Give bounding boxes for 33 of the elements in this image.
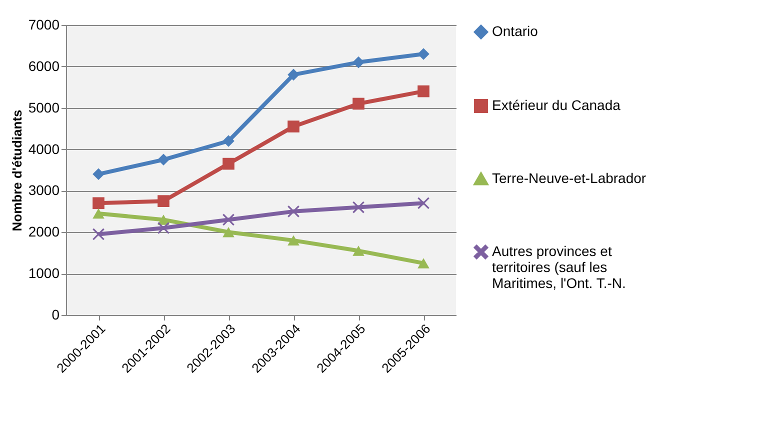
point (92, 168, 104, 180)
y-tick-label: 7000 (28, 16, 60, 32)
legend-label: Extérieur du Canada (492, 97, 621, 113)
point (288, 120, 300, 132)
point (158, 154, 170, 166)
y-axis-title: Nombre d'étudiants (9, 110, 24, 232)
point (158, 195, 170, 207)
y-tick-label: 5000 (28, 99, 60, 116)
point (418, 258, 430, 268)
y-tick-label: 0 (52, 306, 60, 322)
point (418, 85, 430, 98)
y-tick-label: 6000 (28, 58, 60, 74)
point (352, 246, 364, 256)
y-tick-label: 2000 (28, 224, 60, 240)
y-tick-label: 4000 (28, 140, 60, 157)
point (288, 68, 300, 81)
point (418, 197, 430, 210)
y-tick-label: 3000 (28, 182, 60, 198)
point (222, 135, 234, 147)
point (352, 98, 364, 110)
point (288, 235, 300, 246)
point (222, 227, 234, 238)
legend-label: Ontario (492, 23, 538, 39)
point (222, 158, 234, 170)
point (352, 56, 364, 68)
y-tick-label: 1000 (28, 265, 60, 282)
point (158, 222, 170, 234)
point (288, 206, 300, 218)
legend-label: Autres provinces et territoires (sauf les Maritimes, l'Ont. T.-N. (492, 243, 626, 291)
point (92, 208, 104, 219)
point (92, 197, 104, 210)
point (418, 48, 430, 60)
legend-label: Terre-Neuve-et-Labrador (492, 170, 646, 186)
